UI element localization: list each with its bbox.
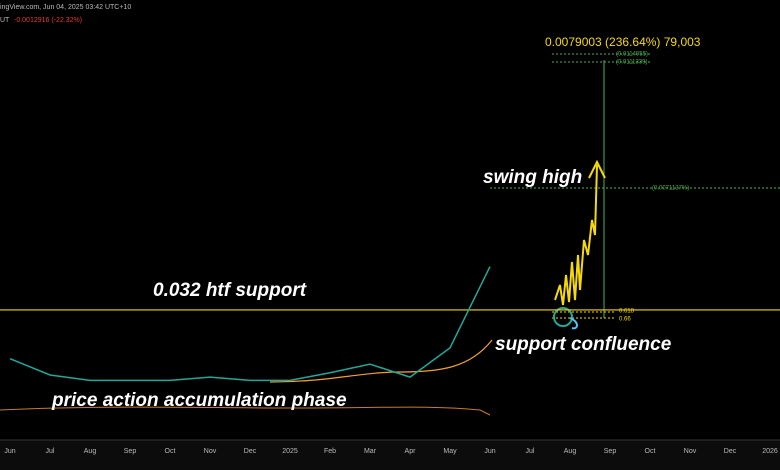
moving-average — [269, 339, 493, 383]
header-symbol: UT — [0, 17, 10, 24]
price-line — [9, 266, 491, 382]
annotation: support confluence — [495, 334, 672, 355]
x-tick-label: Sep — [604, 448, 617, 455]
x-tick-label: Nov — [684, 448, 697, 455]
swing-label: (0.0071137%) — [652, 186, 689, 192]
x-tick-label: Dec — [724, 448, 737, 455]
volume-ma — [0, 406, 491, 416]
x-tick-label: Aug — [564, 448, 577, 455]
x-tick-label: Jul — [526, 448, 535, 455]
confluence-circle — [553, 307, 573, 327]
projection-arrow — [588, 159, 606, 179]
annotation: price action accumulation phase — [51, 390, 347, 411]
header-change: -0.0012916 (-22.32%) — [14, 17, 82, 24]
x-tick-label: Jun — [484, 448, 495, 455]
confluence-mark — [569, 317, 578, 330]
x-tick-label: Dec — [244, 448, 257, 455]
x-axis-strip — [0, 440, 780, 470]
header-source: ingView.com, Jun 04, 2025 03:42 UTC+10 — [0, 4, 131, 11]
x-tick-label: Nov — [204, 448, 217, 455]
annotation: swing high — [483, 167, 582, 188]
x-tick-label: May — [443, 448, 457, 455]
x-tick-label: 2026 — [762, 448, 778, 455]
x-tick-label: 2025 — [282, 448, 298, 455]
x-tick-label: Oct — [165, 448, 176, 455]
x-tick-label: Feb — [324, 448, 336, 455]
measure-label: 0.0079003 (236.64%) 79,003 — [545, 35, 701, 49]
target-label: (0.0111339) — [616, 60, 647, 66]
projection-path — [554, 164, 598, 306]
fib-label: 0.66 — [619, 317, 631, 323]
target-label: (0.0114055) — [616, 52, 648, 58]
annotation: 0.032 htf support — [153, 280, 307, 301]
x-tick-label: Mar — [364, 448, 377, 455]
x-tick-label: Aug — [84, 448, 97, 455]
fib-label: 0.618 — [619, 309, 635, 315]
x-tick-label: Oct — [645, 448, 656, 455]
x-tick-label: Sep — [124, 448, 137, 455]
x-tick-label: Jun — [4, 448, 15, 455]
x-tick-label: Jul — [46, 448, 55, 455]
x-tick-label: Apr — [405, 448, 417, 455]
